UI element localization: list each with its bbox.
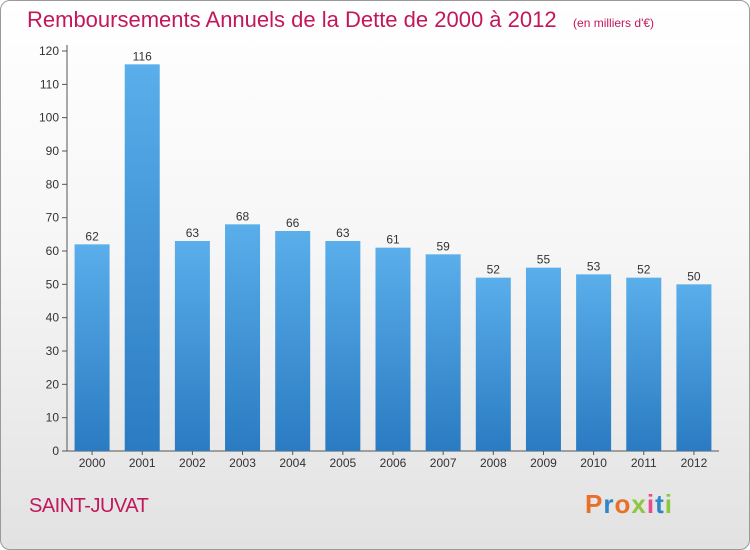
- bar: [576, 274, 612, 451]
- bar: [174, 241, 210, 451]
- y-tick-label: 100: [39, 111, 59, 125]
- x-tick-label: 2003: [229, 456, 256, 470]
- bar: [375, 247, 411, 451]
- data-label: 66: [286, 216, 300, 230]
- x-tick-label: 2004: [279, 456, 306, 470]
- data-label: 52: [637, 263, 651, 277]
- logo-letter: i: [664, 489, 673, 519]
- y-tick-label: 120: [39, 44, 59, 58]
- logo-letter: o: [614, 489, 632, 519]
- axes: 0 10 20 30 40 50 60 70 80 90 100 110 120 2000 2001 2002…: [39, 44, 719, 470]
- x-tick-label: 2010: [580, 456, 607, 470]
- data-label: 63: [186, 226, 200, 240]
- bar: [74, 244, 110, 451]
- y-tick-label: 70: [46, 211, 60, 225]
- y-tick-label: 20: [46, 377, 60, 391]
- bar: [225, 224, 261, 451]
- logo-letter: r: [603, 489, 615, 519]
- title-row: Remboursements Annuels de la Dette de 20…: [27, 7, 654, 33]
- data-label: 59: [436, 239, 450, 253]
- data-label: 52: [487, 263, 501, 277]
- logo-letter: i: [646, 489, 656, 519]
- bar: [325, 241, 361, 451]
- chart-title: Remboursements Annuels de la Dette de 20…: [27, 7, 557, 32]
- data-label: 55: [537, 253, 551, 267]
- y-tick-label: 50: [46, 277, 60, 291]
- x-tick-label: 2006: [380, 456, 407, 470]
- y-tick-label: 10: [46, 411, 60, 425]
- bar: [425, 254, 461, 451]
- x-tick-label: 2012: [681, 456, 708, 470]
- x-tick-label: 2002: [179, 456, 206, 470]
- logo-letter: x: [631, 489, 647, 519]
- y-tick-label: 40: [46, 311, 60, 325]
- chart-subtitle: (en milliers d'€): [573, 16, 655, 30]
- commune-name: SAINT-JUVAT: [29, 495, 149, 517]
- x-tick-label: 2001: [129, 456, 156, 470]
- x-tick-label: 2011: [631, 456, 657, 470]
- y-tick-label: 90: [46, 144, 60, 158]
- y-tick-label: 30: [46, 344, 60, 358]
- y-tick-label: 80: [46, 177, 60, 191]
- logo-letter: t: [655, 489, 665, 519]
- data-label: 116: [133, 49, 152, 63]
- bar: [124, 64, 160, 452]
- y-tick-label: 110: [40, 77, 59, 91]
- data-label: 62: [85, 229, 99, 243]
- x-tick-label: 2005: [329, 456, 356, 470]
- bar: [475, 277, 511, 451]
- bars: [74, 64, 712, 452]
- x-tick-label: 2000: [79, 456, 106, 470]
- bar: [676, 284, 712, 451]
- data-labels: 62 116 63 68 66 63 61 59 52 55 53 52 50: [85, 49, 701, 283]
- data-label: 63: [336, 226, 350, 240]
- bar: [275, 231, 311, 451]
- x-tick-label: 2008: [480, 456, 507, 470]
- bar: [525, 267, 561, 451]
- proxiti-logo[interactable]: Proxiti: [585, 489, 673, 520]
- y-tick-label: 60: [46, 244, 60, 258]
- x-tick-label: 2009: [530, 456, 557, 470]
- y-tick-label: 0: [52, 444, 59, 458]
- data-label: 53: [587, 259, 601, 273]
- bar: [626, 277, 662, 451]
- x-tick-label: 2007: [430, 456, 457, 470]
- data-label: 50: [687, 269, 701, 283]
- data-label: 68: [236, 209, 250, 223]
- logo-letter: P: [585, 489, 604, 519]
- data-label: 61: [386, 233, 400, 247]
